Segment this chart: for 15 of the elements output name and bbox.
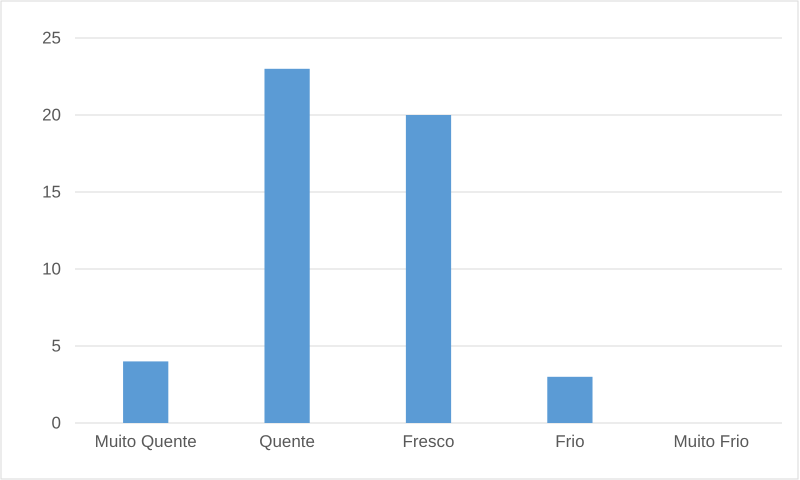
x-tick-label: Muito Frio xyxy=(674,432,750,452)
y-tick-label: 0 xyxy=(52,413,61,432)
y-tick-label: 15 xyxy=(42,182,61,202)
y-tick-label: 25 xyxy=(42,28,61,48)
bar xyxy=(123,361,168,423)
x-tick-label: Frio xyxy=(555,432,585,452)
bar xyxy=(406,115,452,423)
x-tick-label: Quente xyxy=(259,432,315,452)
bar xyxy=(547,376,593,423)
x-tick-label: Muito Quente xyxy=(94,432,197,452)
bar xyxy=(264,68,310,423)
y-tick-label: 10 xyxy=(42,259,61,278)
x-tick-label: Fresco xyxy=(402,432,454,452)
y-tick-label: 20 xyxy=(42,105,61,124)
y-tick-label: 5 xyxy=(52,336,61,356)
